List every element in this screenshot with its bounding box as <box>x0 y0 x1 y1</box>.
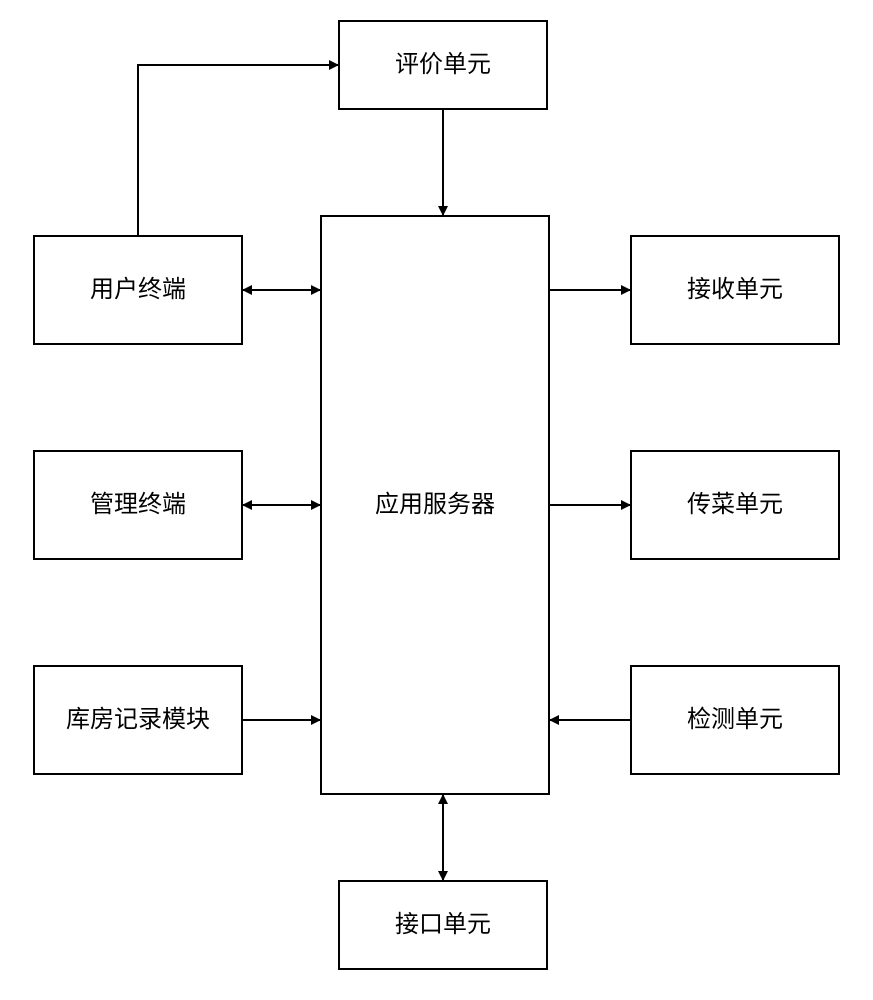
node-server: 应用服务器 <box>320 215 550 795</box>
node-user: 用户终端 <box>33 235 243 345</box>
edge-user-eval <box>138 65 338 235</box>
node-mgmt: 管理终端 <box>33 450 243 560</box>
node-label-interface: 接口单元 <box>395 911 491 940</box>
node-label-detect: 检测单元 <box>687 706 783 735</box>
node-label-server: 应用服务器 <box>375 491 495 520</box>
node-label-receive: 接收单元 <box>687 276 783 305</box>
node-label-warehouse: 库房记录模块 <box>66 706 210 735</box>
node-dish: 传菜单元 <box>630 450 840 560</box>
node-label-mgmt: 管理终端 <box>90 491 186 520</box>
node-detect: 检测单元 <box>630 665 840 775</box>
node-eval: 评价单元 <box>338 20 548 110</box>
node-label-user: 用户终端 <box>90 276 186 305</box>
node-label-dish: 传菜单元 <box>687 491 783 520</box>
node-interface: 接口单元 <box>338 880 548 970</box>
node-receive: 接收单元 <box>630 235 840 345</box>
node-label-eval: 评价单元 <box>395 51 491 80</box>
node-warehouse: 库房记录模块 <box>33 665 243 775</box>
